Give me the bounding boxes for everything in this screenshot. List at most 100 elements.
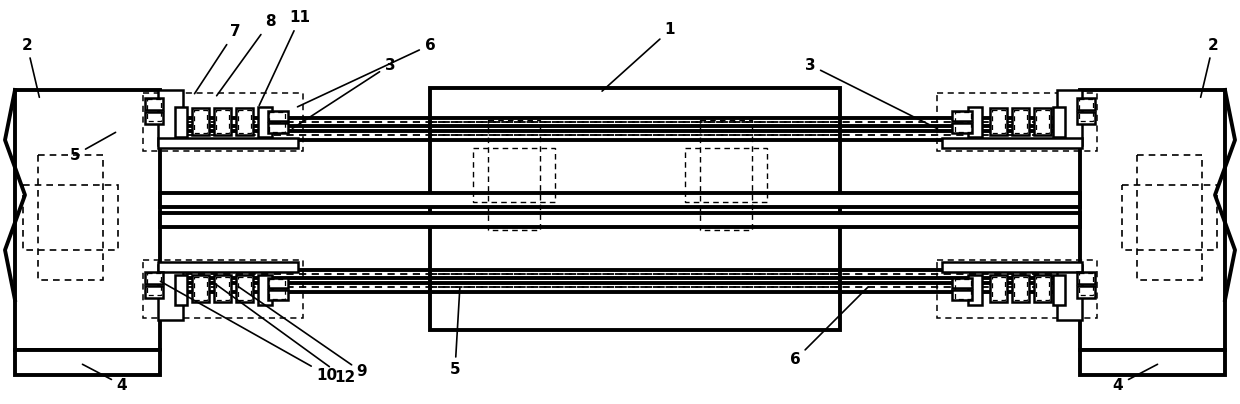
Bar [952, 278, 972, 288]
Bar [269, 279, 285, 299]
Bar [937, 93, 1097, 151]
Bar [175, 275, 187, 305]
Bar [1078, 272, 1095, 284]
Bar [489, 120, 539, 230]
Bar [1078, 98, 1095, 110]
Bar [952, 111, 972, 121]
Bar [1012, 108, 1029, 135]
Bar [268, 278, 288, 288]
Bar [684, 148, 768, 202]
Bar [1053, 107, 1065, 137]
Text: 3: 3 [805, 57, 937, 129]
Text: 1: 1 [603, 23, 676, 91]
Bar [145, 98, 162, 110]
Bar [1122, 185, 1216, 250]
Bar [157, 138, 298, 148]
Bar [1034, 275, 1052, 302]
Bar [1079, 273, 1092, 295]
Bar [1035, 110, 1049, 133]
Bar [1137, 155, 1202, 280]
Bar [1079, 99, 1092, 121]
Bar [157, 90, 184, 145]
Bar [1014, 277, 1027, 300]
Bar [472, 148, 556, 202]
Bar [968, 275, 982, 305]
Bar [955, 112, 971, 132]
Text: 2: 2 [1200, 38, 1219, 97]
Text: 5: 5 [69, 133, 115, 162]
Bar [145, 112, 162, 124]
Bar [145, 272, 162, 284]
Bar [15, 350, 160, 375]
Bar [990, 275, 1007, 302]
Bar [215, 275, 231, 302]
Bar [1078, 286, 1095, 298]
Text: 10: 10 [160, 281, 337, 383]
Bar [1080, 350, 1225, 375]
Bar [160, 213, 1080, 227]
Text: 7: 7 [195, 25, 241, 94]
Bar [1012, 275, 1029, 302]
Bar [968, 107, 982, 137]
Bar [193, 277, 207, 300]
Bar [992, 110, 1004, 133]
Bar [1078, 112, 1095, 124]
Bar [192, 108, 210, 135]
Bar [1014, 110, 1027, 133]
Bar [215, 108, 231, 135]
Bar [15, 90, 160, 350]
Bar [1034, 108, 1052, 135]
Bar [955, 279, 971, 299]
Bar [1056, 90, 1083, 145]
Bar [430, 88, 839, 330]
Bar [952, 290, 972, 300]
Bar [157, 262, 298, 272]
Bar [160, 193, 1080, 207]
Text: 3: 3 [293, 57, 396, 128]
Text: 6: 6 [790, 287, 868, 368]
Bar [193, 110, 207, 133]
Bar [143, 93, 303, 151]
Bar [258, 275, 272, 305]
Text: 4: 4 [1112, 364, 1157, 393]
Bar [1080, 90, 1225, 350]
Bar [937, 260, 1097, 318]
Bar [1035, 277, 1049, 300]
Text: 5: 5 [450, 288, 460, 377]
Bar [942, 262, 1083, 272]
Bar [238, 277, 250, 300]
Bar [952, 123, 972, 133]
Bar [157, 265, 184, 320]
Bar [216, 110, 229, 133]
Bar [238, 110, 250, 133]
Bar [192, 275, 210, 302]
Bar [268, 123, 288, 133]
Text: 12: 12 [212, 282, 356, 385]
Bar [24, 185, 118, 250]
Bar [145, 286, 162, 298]
Bar [148, 99, 161, 121]
Text: 8: 8 [217, 15, 275, 96]
Bar [258, 107, 272, 137]
Bar [992, 277, 1004, 300]
Text: 11: 11 [259, 11, 310, 105]
Text: 4: 4 [83, 364, 128, 393]
Bar [1053, 275, 1065, 305]
Bar [236, 108, 253, 135]
Bar [268, 290, 288, 300]
Bar [148, 273, 161, 295]
Bar [268, 111, 288, 121]
Bar [942, 138, 1083, 148]
Bar [175, 107, 187, 137]
Bar [990, 108, 1007, 135]
Bar [143, 260, 303, 318]
Bar [216, 277, 229, 300]
Text: 9: 9 [238, 286, 367, 379]
Bar [38, 155, 103, 280]
Bar [701, 120, 751, 230]
Bar [269, 112, 285, 132]
Bar [1056, 265, 1083, 320]
Text: 6: 6 [298, 38, 435, 107]
Text: 2: 2 [21, 38, 40, 97]
Bar [236, 275, 253, 302]
